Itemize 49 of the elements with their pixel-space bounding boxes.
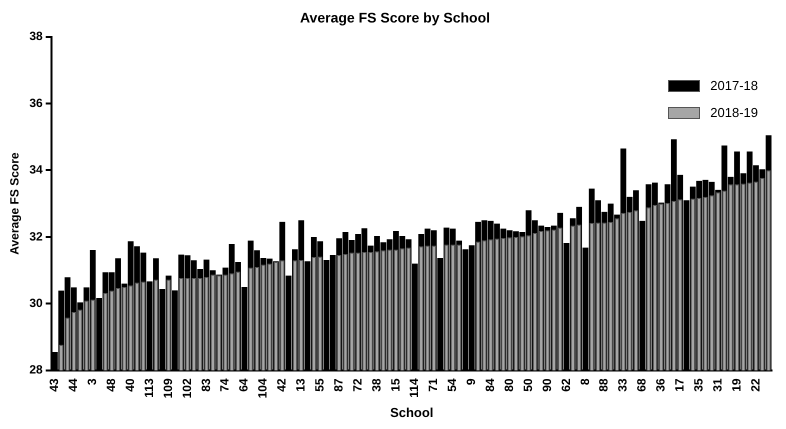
chart-title: Average FS Score by School [300,9,490,26]
x-tick-label: 71 [426,378,440,392]
x-tick-label: 33 [616,378,630,392]
x-tick-label: 48 [104,378,118,392]
x-tick-label: 3 [85,378,100,386]
x-tick-label: 80 [502,378,516,392]
x-tick-label: 84 [483,378,498,392]
x-tick-label: 31 [710,378,724,392]
x-tick-label: 114 [407,378,422,398]
x-tick-label: 109 [160,378,175,398]
x-tick-label: 83 [198,378,213,392]
x-tick-label: 17 [672,378,686,392]
x-tick-label: 15 [388,378,402,392]
x-tick-label: 74 [218,378,232,392]
x-tick-label: 87 [331,378,346,392]
x-tick-label: 44 [66,378,80,392]
x-tick-label: 64 [236,378,251,392]
y-tick-label: 32 [29,229,44,244]
x-tick-label: 68 [634,378,649,392]
x-tick-label: 8 [578,378,592,386]
legend-label: 2018-19 [710,105,758,120]
x-tick-label: 102 [180,378,194,398]
x-tick-label: 9 [464,378,478,386]
x-tick-label: 90 [540,378,554,392]
x-tick-label: 22 [748,378,762,392]
x-tick-label: 62 [558,378,573,392]
x-tick-label: 43 [47,378,62,392]
legend-label: 2017-18 [710,78,758,93]
x-tick-label: 13 [294,378,308,392]
y-tick-label: 30 [29,296,44,310]
x-tick-label: 55 [312,378,326,392]
y-tick-label: 36 [29,96,44,110]
x-tick-label: 88 [596,378,611,392]
x-tick-label: 113 [142,378,156,398]
y-axis-title: Average FS Score [8,152,22,255]
x-tick-label: 38 [369,378,384,392]
y-tick-label: 34 [29,162,44,177]
x-tick-label: 40 [123,378,138,392]
x-tick-label: 19 [729,378,744,392]
x-tick-label: 42 [274,378,289,392]
x-tick-label: 36 [654,378,668,392]
y-tick-label: 28 [29,362,44,377]
x-tick-label: 50 [520,378,535,392]
y-tick-label: 38 [29,29,44,44]
x-tick-label: 35 [691,378,706,392]
x-tick-label: 104 [256,378,270,398]
x-tick-label: 72 [350,378,364,392]
x-tick-label: 54 [445,378,460,392]
x-axis-title: School [390,404,434,420]
